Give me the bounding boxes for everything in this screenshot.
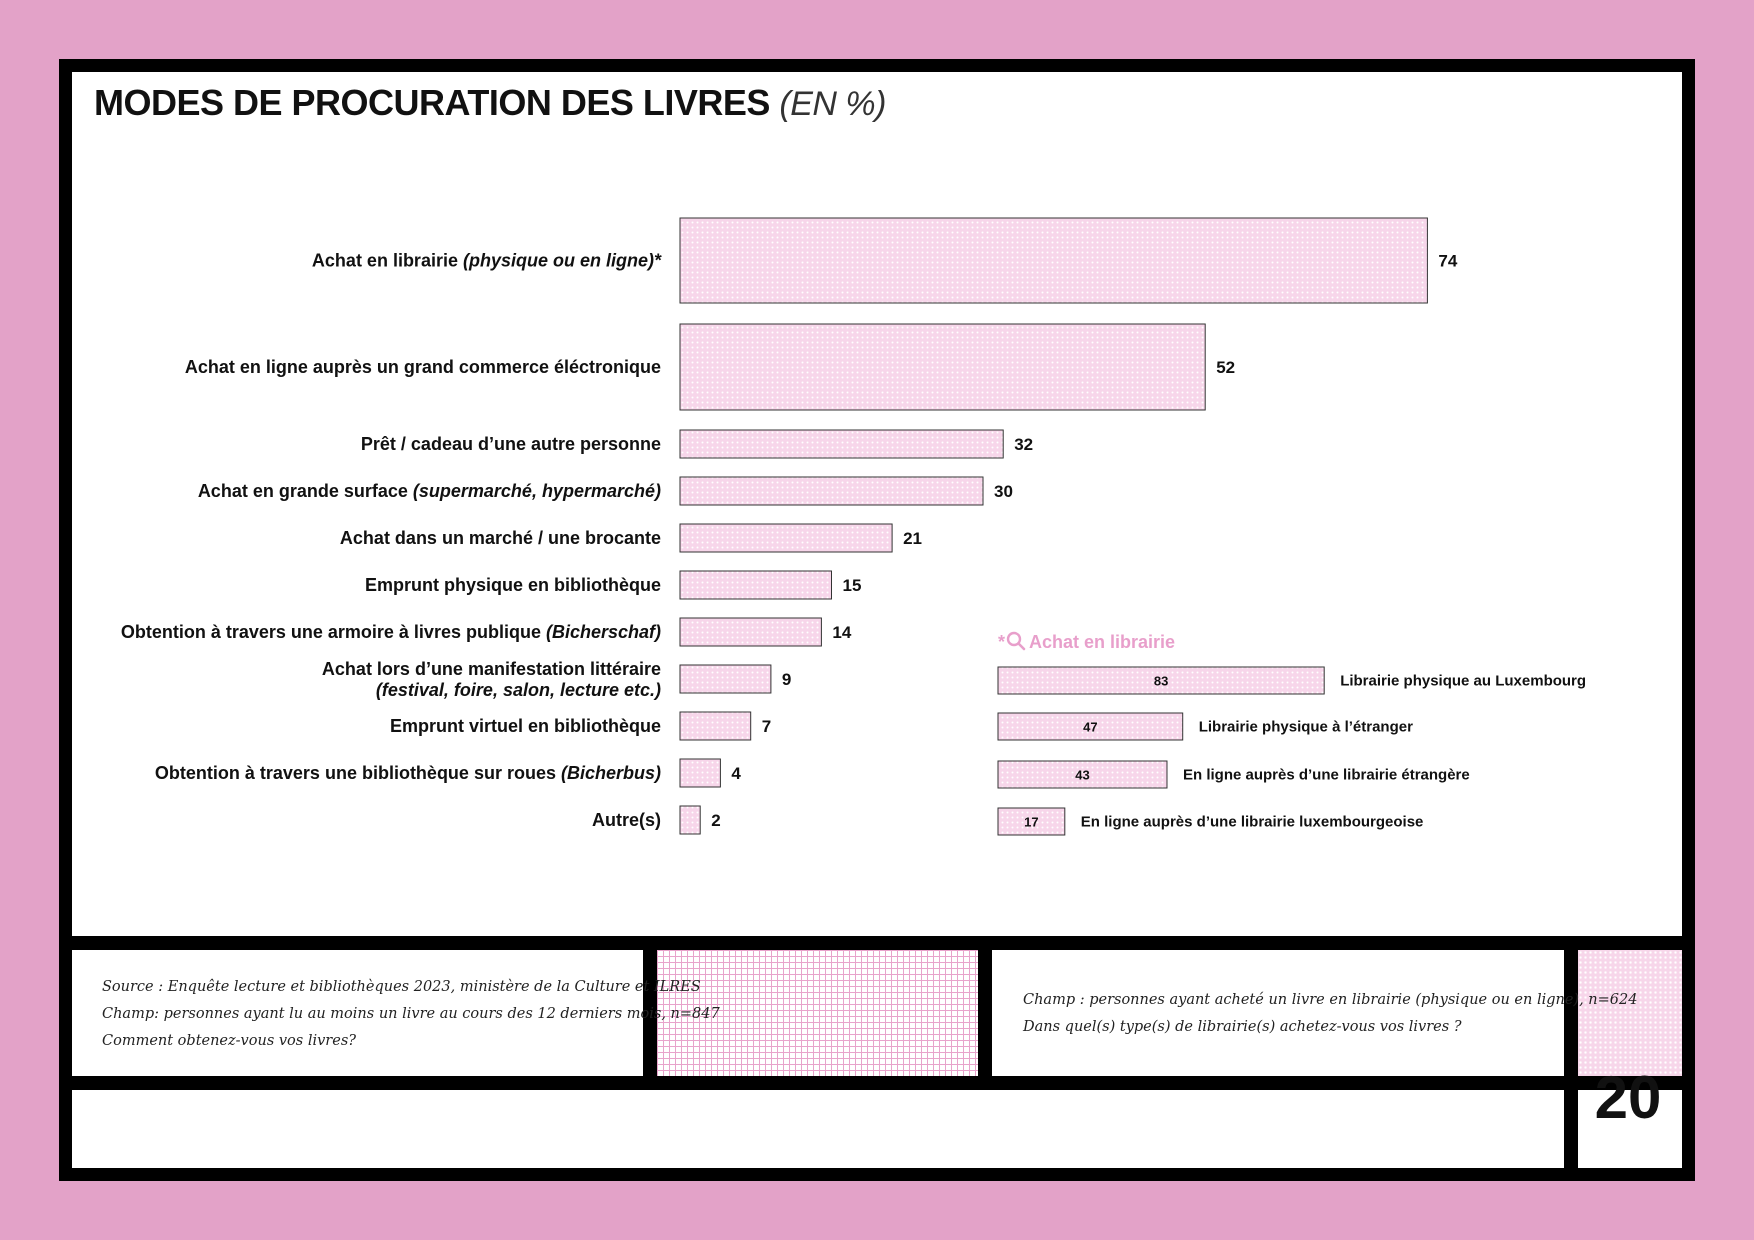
category-label-main: Achat en librairie <box>312 251 463 271</box>
category-label-note: (physique ou en ligne)* <box>463 251 662 271</box>
category-label-note: (Bicherschaf) <box>546 622 661 642</box>
bar <box>679 570 832 600</box>
bar <box>679 523 893 553</box>
bar-value-label: 15 <box>843 576 862 595</box>
bar-value-label: 52 <box>1216 358 1235 377</box>
inset-title: * Achat en librairie <box>998 631 1175 653</box>
inset-category-label: En ligne auprès d’une librairie luxembou… <box>1081 814 1424 831</box>
bar <box>679 711 752 741</box>
bar <box>679 476 984 506</box>
category-label-main: Obtention à travers une armoire à livres… <box>121 622 546 642</box>
category-label: Emprunt virtuel en bibliothèque <box>390 716 661 736</box>
bar-value-label: 7 <box>762 717 771 736</box>
category-label: Achat en grande surface (supermarché, hy… <box>198 481 661 501</box>
category-label: Achat dans un marché / une brocante <box>340 528 661 548</box>
bar <box>679 664 772 694</box>
inset-bar <box>997 807 1066 836</box>
bar <box>679 217 1428 304</box>
dot-pattern-panel <box>1578 950 1682 1076</box>
source-panel <box>72 950 643 1076</box>
category-label: Autre(s) <box>592 810 661 830</box>
inset-category-label: Librairie physique à l’étranger <box>1199 719 1413 736</box>
category-label: Prêt / cadeau d’une autre personne <box>361 434 661 454</box>
bar <box>679 805 701 835</box>
chart-title-text: MODES DE PROCURATION DES LIVRES <box>94 82 770 123</box>
inset-bar-value-label: 17 <box>1024 815 1038 830</box>
category-label: Achat en ligne auprès un grand commerce … <box>185 357 661 377</box>
bar-value-label: 9 <box>782 670 791 689</box>
bar <box>679 429 1004 459</box>
bar-value-label: 74 <box>1438 252 1457 271</box>
category-label: Emprunt physique en bibliothèque <box>365 575 661 595</box>
search-icon <box>1006 631 1026 651</box>
inset-bar-value-label: 47 <box>1083 720 1097 735</box>
inset-bar <box>997 712 1184 741</box>
bar-value-label: 2 <box>711 811 720 830</box>
page-number: 20 <box>1594 1064 1662 1131</box>
source-line: Source : Enquête lecture et bibliothèque… <box>102 979 701 995</box>
category-label-note: (supermarché, hypermarché) <box>413 481 661 501</box>
inset-field-line: Champ : personnes ayant acheté un livre … <box>1023 992 1638 1008</box>
page-number-panel <box>1578 1090 1682 1168</box>
inset-category-label: Librairie physique au Luxembourg <box>1340 673 1586 690</box>
chart-title-unit: (EN %) <box>779 85 886 123</box>
category-label: Obtention à travers une armoire à livres… <box>121 622 661 642</box>
inset-source-panel <box>992 950 1564 1076</box>
category-label-main: Achat en grande surface <box>198 481 413 501</box>
inset-source-note: Champ : personnes ayant acheté un livre … <box>1023 987 1637 1041</box>
inset-category-label: En ligne auprès d’une librairie étrangèr… <box>1183 767 1470 784</box>
category-label: Achat en librairie (physique ou en ligne… <box>312 251 662 271</box>
bar <box>679 758 721 788</box>
bar-value-label: 32 <box>1014 435 1033 454</box>
bar-value-label: 14 <box>832 623 851 642</box>
inset-bar <box>997 760 1168 789</box>
field-line: Champ: personnes ayant lu au moins un li… <box>102 1006 720 1022</box>
inset-bar-value-label: 43 <box>1075 768 1089 783</box>
inset-bar <box>997 666 1325 695</box>
chart-title: MODES DE PROCURATION DES LIVRES (EN %) <box>94 82 886 124</box>
bar <box>679 323 1206 411</box>
category-label-note: (festival, foire, salon, lecture etc.) <box>376 680 661 700</box>
inset-title-text: Achat en librairie <box>1029 632 1176 652</box>
question-line: Comment obtenez-vous vos livres? <box>102 1033 357 1049</box>
bar <box>679 617 822 647</box>
bar-value-label: 21 <box>903 529 922 548</box>
category-label: Achat lors d’une manifestation littérair… <box>322 659 661 679</box>
grid-pattern-panel <box>657 950 978 1076</box>
inset-bar-value-label: 83 <box>1154 674 1168 689</box>
category-label-note: (Bicherbus) <box>561 763 661 783</box>
footer-panel <box>72 1090 1564 1168</box>
bar-value-label: 4 <box>731 764 741 783</box>
category-label-main: Obtention à travers une bibliothèque sur… <box>155 763 561 783</box>
bar-value-label: 30 <box>994 482 1013 501</box>
inset-title-star: * <box>998 632 1006 652</box>
category-label: Obtention à travers une bibliothèque sur… <box>155 763 661 783</box>
inset-question-line: Dans quel(s) type(s) de librairie(s) ach… <box>1023 1019 1462 1035</box>
source-note: Source : Enquête lecture et bibliothèque… <box>102 974 720 1055</box>
